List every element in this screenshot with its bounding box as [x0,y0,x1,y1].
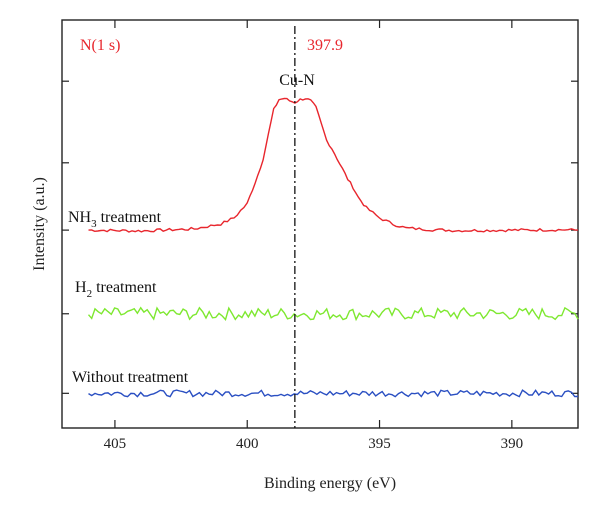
series-line-nh3 [88,97,579,233]
x-axis-label: Binding energy (eV) [264,475,396,492]
series-labels: NH3 treatment H2 treatment Without treatme… [68,209,189,386]
x-tick-label: 405 [104,436,127,452]
x-tick-label: 400 [236,436,259,452]
series-group [87,97,579,398]
series-label-without: Without treatment [72,369,189,386]
series-line-h2 [87,306,579,322]
series-label-h2: H2 treatment [75,279,157,300]
axis-ticks: 405 400 395 390 [62,20,578,452]
plot-frame [61,19,579,429]
peak-position-label: 397.9 [307,37,343,54]
region-label: N(1 s) [80,37,120,54]
y-axis-label: Intensity (a.u.) [31,177,48,271]
series-line-without [88,389,578,398]
x-tick-label: 390 [501,436,524,452]
x-tick-label: 395 [368,436,391,452]
series-label-nh3: NH3 treatment [68,209,162,230]
peak-assignment-label: Cu-N [279,72,315,89]
